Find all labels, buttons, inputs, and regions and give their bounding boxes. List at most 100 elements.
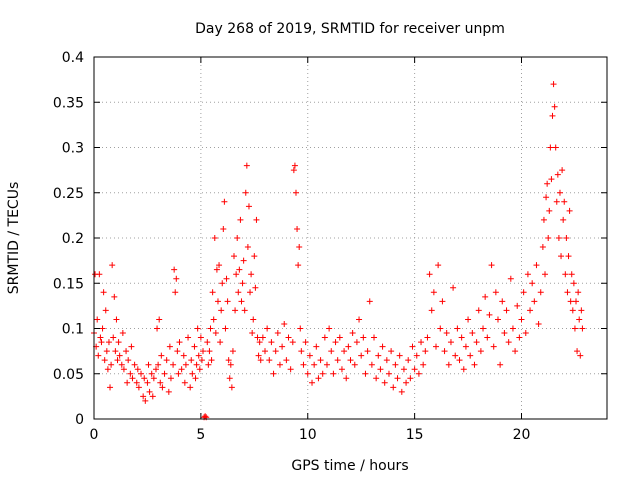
data-point xyxy=(537,289,544,296)
data-point xyxy=(291,162,298,169)
data-point xyxy=(214,298,221,305)
data-point xyxy=(124,379,131,386)
data-point xyxy=(540,216,547,223)
data-point xyxy=(232,307,239,314)
data-point xyxy=(283,357,290,364)
data-point xyxy=(298,348,305,355)
data-point xyxy=(165,388,172,395)
data-point xyxy=(328,348,335,355)
data-point xyxy=(102,307,109,314)
data-point xyxy=(426,271,433,278)
data-point xyxy=(306,352,313,359)
data-point xyxy=(237,216,244,223)
data-point xyxy=(323,361,330,368)
data-point xyxy=(170,361,177,368)
data-point xyxy=(242,189,249,196)
data-point xyxy=(356,316,363,323)
data-point xyxy=(467,352,474,359)
data-point xyxy=(197,334,204,341)
data-point xyxy=(276,361,283,368)
data-point xyxy=(233,271,240,278)
data-point xyxy=(127,370,134,377)
data-point xyxy=(559,167,566,174)
data-point xyxy=(95,352,102,359)
data-point xyxy=(175,370,182,377)
data-point xyxy=(334,357,341,364)
data-point xyxy=(543,194,550,201)
data-point xyxy=(128,343,135,350)
data-point xyxy=(319,370,326,377)
data-point xyxy=(227,361,234,368)
data-point xyxy=(505,339,512,346)
data-point xyxy=(295,262,302,269)
data-point xyxy=(564,289,571,296)
data-point xyxy=(234,235,241,241)
data-point xyxy=(244,244,251,251)
data-point xyxy=(195,352,202,359)
data-point xyxy=(379,343,386,350)
data-point xyxy=(514,302,521,309)
data-point xyxy=(154,325,161,332)
data-point xyxy=(285,334,292,341)
data-point xyxy=(176,339,183,346)
data-point xyxy=(268,339,275,346)
data-point xyxy=(347,357,354,364)
data-point xyxy=(109,262,116,269)
data-point xyxy=(563,235,570,241)
data-point xyxy=(185,334,192,341)
data-point xyxy=(433,343,439,350)
data-point xyxy=(574,348,581,355)
data-point xyxy=(144,379,151,386)
data-point xyxy=(524,271,531,278)
data-point xyxy=(149,393,156,400)
data-point xyxy=(465,316,472,323)
data-point xyxy=(251,253,258,260)
data-point xyxy=(551,103,558,110)
data-point xyxy=(229,348,236,355)
data-point xyxy=(561,198,568,205)
data-point xyxy=(420,361,427,368)
data-point xyxy=(279,343,286,350)
data-point xyxy=(235,289,242,296)
y-tick-label: 0.4 xyxy=(62,50,84,66)
data-point xyxy=(407,375,414,382)
data-point xyxy=(120,366,127,373)
data-point xyxy=(503,307,510,314)
data-point xyxy=(577,352,584,359)
data-point xyxy=(97,334,104,341)
data-point xyxy=(172,289,179,296)
data-point xyxy=(560,216,567,223)
data-point xyxy=(204,339,211,346)
data-point xyxy=(317,357,324,364)
data-point xyxy=(546,207,553,214)
data-point xyxy=(223,275,230,282)
data-point xyxy=(469,330,476,337)
data-point xyxy=(531,298,538,305)
data-point xyxy=(430,289,437,296)
data-point xyxy=(189,370,196,377)
data-point xyxy=(193,361,200,368)
data-point xyxy=(545,235,552,241)
x-tick-label: 5 xyxy=(196,427,205,443)
data-point xyxy=(218,307,225,314)
data-point xyxy=(155,361,162,368)
data-point xyxy=(509,325,516,332)
data-point xyxy=(187,384,194,391)
data-point xyxy=(222,325,229,332)
data-point xyxy=(252,284,259,291)
data-point xyxy=(274,330,281,337)
x-tick-label: 20 xyxy=(513,427,531,443)
y-axis: 0 0.05 0.1 0.15 0.2 0.25 0.3 0.35 0.4 xyxy=(53,50,607,428)
x-tick-label: 15 xyxy=(406,427,424,443)
data-point xyxy=(294,225,301,232)
data-points xyxy=(91,81,586,421)
y-tick-label: 0.05 xyxy=(53,367,84,383)
data-point xyxy=(133,379,140,386)
data-point xyxy=(507,275,514,282)
data-point xyxy=(96,271,103,278)
data-point xyxy=(94,316,101,323)
data-point xyxy=(409,343,416,350)
data-point xyxy=(428,307,435,314)
data-point xyxy=(405,357,412,364)
data-point xyxy=(456,357,463,364)
